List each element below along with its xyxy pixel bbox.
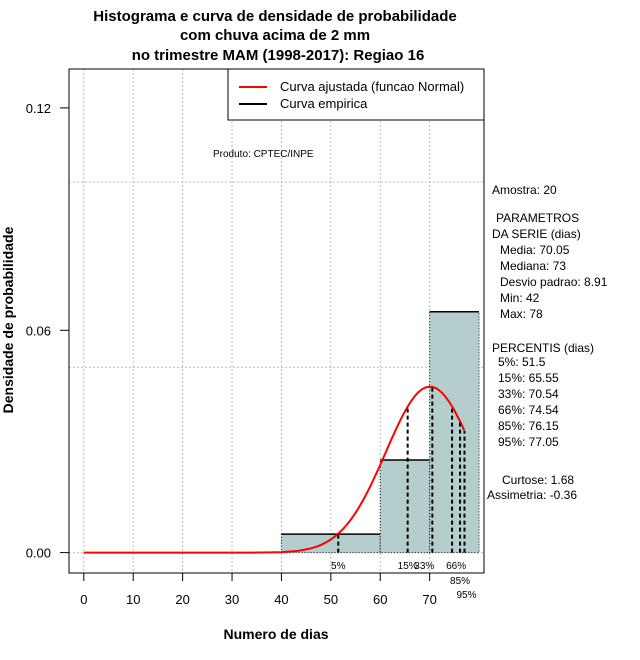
- x-tick-label: 30: [225, 592, 239, 607]
- stat-p5: 5%: 51.5: [498, 355, 546, 369]
- histogram-bar: [429, 311, 480, 554]
- stat-p85: 85%: 76.15: [498, 419, 559, 433]
- x-axis-label: Numero de dias: [223, 626, 328, 642]
- stat-p95: 95%: 77.05: [498, 435, 559, 449]
- x-tick-label: 0: [80, 592, 87, 607]
- stat-median: Mediana: 73: [500, 259, 566, 273]
- y-axis: 0.00 0.06 0.12: [26, 101, 69, 561]
- percentiles-title: PERCENTIS (dias): [492, 341, 594, 355]
- percentile-label: 66%: [446, 561, 466, 572]
- params-title-1: PARAMETROS: [496, 211, 579, 225]
- y-tick-label: 0.12: [26, 101, 51, 116]
- histogram-bar: [379, 459, 431, 554]
- y-axis-label: Densidade de probabilidade: [0, 226, 16, 413]
- stat-mean: Media: 70.05: [500, 243, 570, 257]
- y-tick-label: 0.06: [26, 323, 51, 338]
- histogram-bars: [280, 310, 480, 554]
- stats-panel: Amostra: 20 PARAMETROS DA SERIE (dias) M…: [487, 183, 608, 502]
- normal-curve: [83, 385, 466, 554]
- legend: Curva ajustada (funcao Normal) Curva emp…: [227, 68, 485, 121]
- x-axis: 0 10 20 30 40 50 60 70: [80, 573, 437, 607]
- stat-p33: 33%: 70.54: [498, 387, 559, 401]
- percentile-label: 5%: [331, 561, 346, 572]
- x-tick-label: 50: [324, 592, 338, 607]
- stat-max: Max: 78: [500, 307, 543, 321]
- histogram-bar: [280, 533, 381, 554]
- percentile-label: 95%: [456, 590, 476, 601]
- stat-kurtosis: Curtose: 1.68: [502, 473, 574, 487]
- x-tick-label: 60: [373, 592, 387, 607]
- percentile-lines: 5% 15%33% 66% 85% 95%: [331, 386, 477, 601]
- chart-title-line1: Histograma e curva de densidade de proba…: [93, 8, 456, 25]
- stat-sd: Desvio padrao: 8.91: [500, 275, 608, 289]
- stat-p66: 66%: 74.54: [498, 403, 559, 417]
- x-tick-label: 40: [274, 592, 288, 607]
- y-tick-label: 0.00: [26, 546, 51, 561]
- x-tick-label: 20: [175, 592, 189, 607]
- percentile-label: 33%: [414, 561, 434, 572]
- percentile-label: 85%: [450, 576, 470, 587]
- legend-label-empirical: Curva empirica: [280, 96, 368, 111]
- x-tick-label: 10: [126, 592, 140, 607]
- credit-text: Produto: CPTEC/INPE: [213, 149, 314, 160]
- legend-label-fit: Curva ajustada (funcao Normal): [280, 79, 464, 94]
- chart-title-line3: no trimestre MAM (1998-2017): Regiao 16: [132, 47, 425, 64]
- legend-box: [227, 68, 485, 121]
- stat-p15: 15%: 65.55: [498, 371, 559, 385]
- stat-min: Min: 42: [500, 291, 540, 305]
- normal-fit-curve: [83, 385, 466, 554]
- sample-size: Amostra: 20: [492, 183, 557, 197]
- x-tick-label: 70: [422, 592, 436, 607]
- stat-skewness: Assimetria: -0.36: [487, 488, 577, 502]
- params-title-2: DA SERIE (dias): [492, 227, 581, 241]
- chart-title-line2: com chuva acima de 2 mm: [180, 27, 370, 44]
- percentile-label: 15%: [398, 561, 418, 572]
